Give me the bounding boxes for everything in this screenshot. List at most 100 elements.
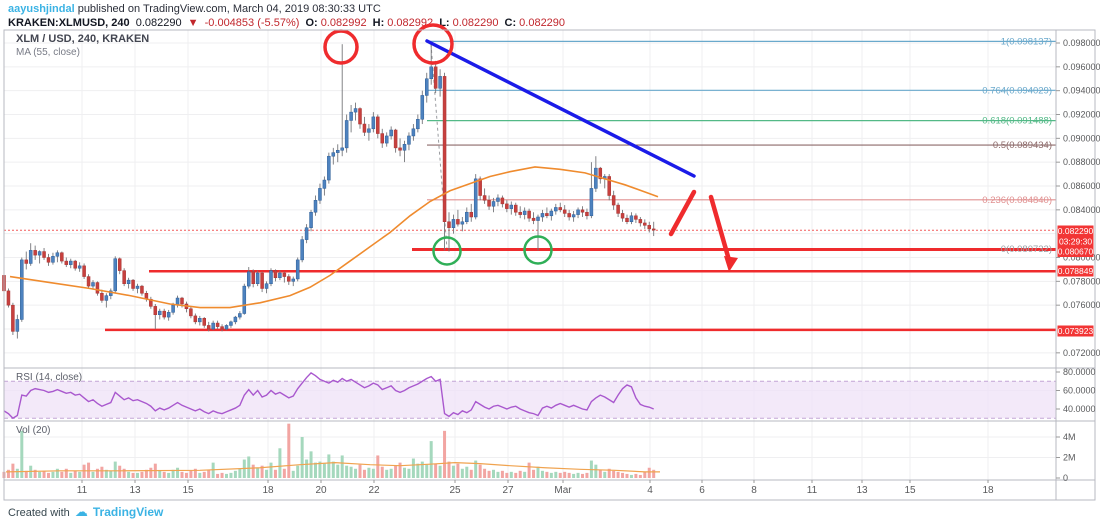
volume-bar bbox=[131, 472, 135, 478]
price-badge-label: 0.082290 bbox=[1058, 226, 1094, 236]
volume-bar bbox=[104, 469, 108, 478]
rsi-line bbox=[3, 372, 654, 420]
volume-bar bbox=[314, 462, 317, 478]
candle-body bbox=[33, 250, 37, 256]
volume-bar bbox=[47, 472, 50, 478]
candle-body bbox=[11, 304, 15, 332]
author-link[interactable]: aayushjindal bbox=[8, 3, 75, 15]
rsi-axis-label: 40.0000 bbox=[1063, 404, 1096, 414]
volume-bar bbox=[118, 465, 122, 478]
tradingview-brand-link[interactable]: TradingView bbox=[92, 505, 164, 519]
time-axis-label: 11 bbox=[807, 485, 818, 496]
candle-body bbox=[389, 129, 393, 137]
candle-body bbox=[238, 313, 242, 318]
candle-body bbox=[6, 290, 11, 306]
volume-bar bbox=[362, 469, 366, 478]
candle-body bbox=[113, 258, 117, 292]
chart-background bbox=[4, 30, 1095, 500]
volume-bar bbox=[594, 464, 598, 478]
candle-body bbox=[24, 259, 28, 264]
candle-body bbox=[229, 321, 233, 326]
fib-level-label: 0.5(0.089434) bbox=[993, 140, 1052, 151]
volume-bar bbox=[282, 468, 286, 478]
candle-body bbox=[367, 128, 371, 133]
candle-body bbox=[162, 310, 166, 318]
time-axis-label: 13 bbox=[129, 485, 141, 496]
candle-body bbox=[416, 119, 420, 130]
candle-body bbox=[251, 271, 255, 284]
candle-body bbox=[233, 316, 238, 323]
price-axis-label: 0.096000 bbox=[1063, 62, 1100, 72]
price-change: -0.004853 (-5.57%) bbox=[204, 17, 300, 29]
candle-body bbox=[344, 120, 349, 149]
down-triangle-icon: ▼ bbox=[187, 17, 199, 29]
volume-bar bbox=[33, 469, 37, 478]
candle-body bbox=[91, 282, 95, 287]
volume-bar bbox=[380, 466, 384, 478]
ma55-line bbox=[9, 166, 659, 309]
volume-bar bbox=[207, 469, 211, 478]
time-axis-label: 18 bbox=[262, 485, 274, 496]
time-axis-label: 8 bbox=[751, 485, 757, 496]
candle-body bbox=[522, 210, 527, 215]
volume-bar bbox=[621, 472, 625, 478]
open-value: 0.082992 bbox=[320, 17, 367, 29]
volume-bar bbox=[505, 472, 509, 478]
price-badge-label: 03:29:30 bbox=[1059, 237, 1092, 247]
volume-bar bbox=[527, 462, 531, 478]
volume-bar bbox=[438, 465, 442, 478]
time-axis-label: 13 bbox=[856, 485, 868, 496]
time-axis-label: Mar bbox=[554, 485, 572, 496]
candle-body bbox=[589, 188, 594, 217]
candle-body bbox=[153, 306, 158, 315]
volume-bar bbox=[411, 458, 415, 478]
volume-bar bbox=[122, 468, 126, 478]
fib-level-label: 0(0.080732) bbox=[1001, 244, 1052, 255]
volume-bar bbox=[60, 471, 64, 478]
candle-body bbox=[616, 204, 620, 214]
volume-bar bbox=[15, 468, 19, 478]
volume-bar bbox=[20, 430, 24, 478]
time-axis-label: 27 bbox=[502, 485, 514, 496]
volume-bar bbox=[287, 423, 291, 478]
footer: Created with ☁ TradingView bbox=[8, 504, 163, 520]
candle-body bbox=[558, 207, 562, 211]
volume-bar bbox=[233, 470, 237, 478]
candle-body bbox=[198, 318, 202, 323]
volume-bar bbox=[518, 470, 522, 478]
red-up-stroke-annotation bbox=[668, 189, 697, 237]
candle-body bbox=[465, 211, 469, 223]
volume-bar bbox=[340, 455, 344, 478]
candle-body bbox=[349, 111, 353, 121]
candle-body bbox=[420, 95, 425, 120]
time-axis-label: 22 bbox=[368, 485, 380, 496]
time-axis-label: 11 bbox=[77, 485, 88, 496]
candle-body bbox=[202, 318, 206, 326]
volume-bar bbox=[567, 472, 571, 478]
time-axis-label: 20 bbox=[315, 485, 327, 496]
volume-bar bbox=[144, 469, 148, 478]
candle-body bbox=[215, 322, 220, 327]
candle-body bbox=[273, 270, 278, 279]
fib-level-label: 0.236(0.084840) bbox=[982, 195, 1052, 206]
candle-body bbox=[158, 310, 162, 315]
candle-body bbox=[255, 272, 260, 284]
created-with-text: Created with bbox=[8, 507, 70, 519]
candle-body bbox=[309, 211, 313, 228]
candle-body bbox=[447, 221, 451, 228]
candle-body bbox=[322, 179, 327, 189]
green-circle-annotation bbox=[523, 235, 553, 265]
volume-bar bbox=[229, 472, 233, 478]
volume-bar bbox=[265, 469, 269, 478]
volume-bar bbox=[554, 471, 558, 478]
candle-body bbox=[380, 133, 384, 144]
volume-bar bbox=[638, 474, 642, 478]
candle-body bbox=[634, 215, 638, 220]
candle-body bbox=[527, 210, 531, 219]
price-badge bbox=[1057, 246, 1094, 257]
volume-bar bbox=[184, 472, 188, 478]
volume-bar bbox=[514, 472, 518, 478]
volume-bar bbox=[598, 469, 602, 478]
